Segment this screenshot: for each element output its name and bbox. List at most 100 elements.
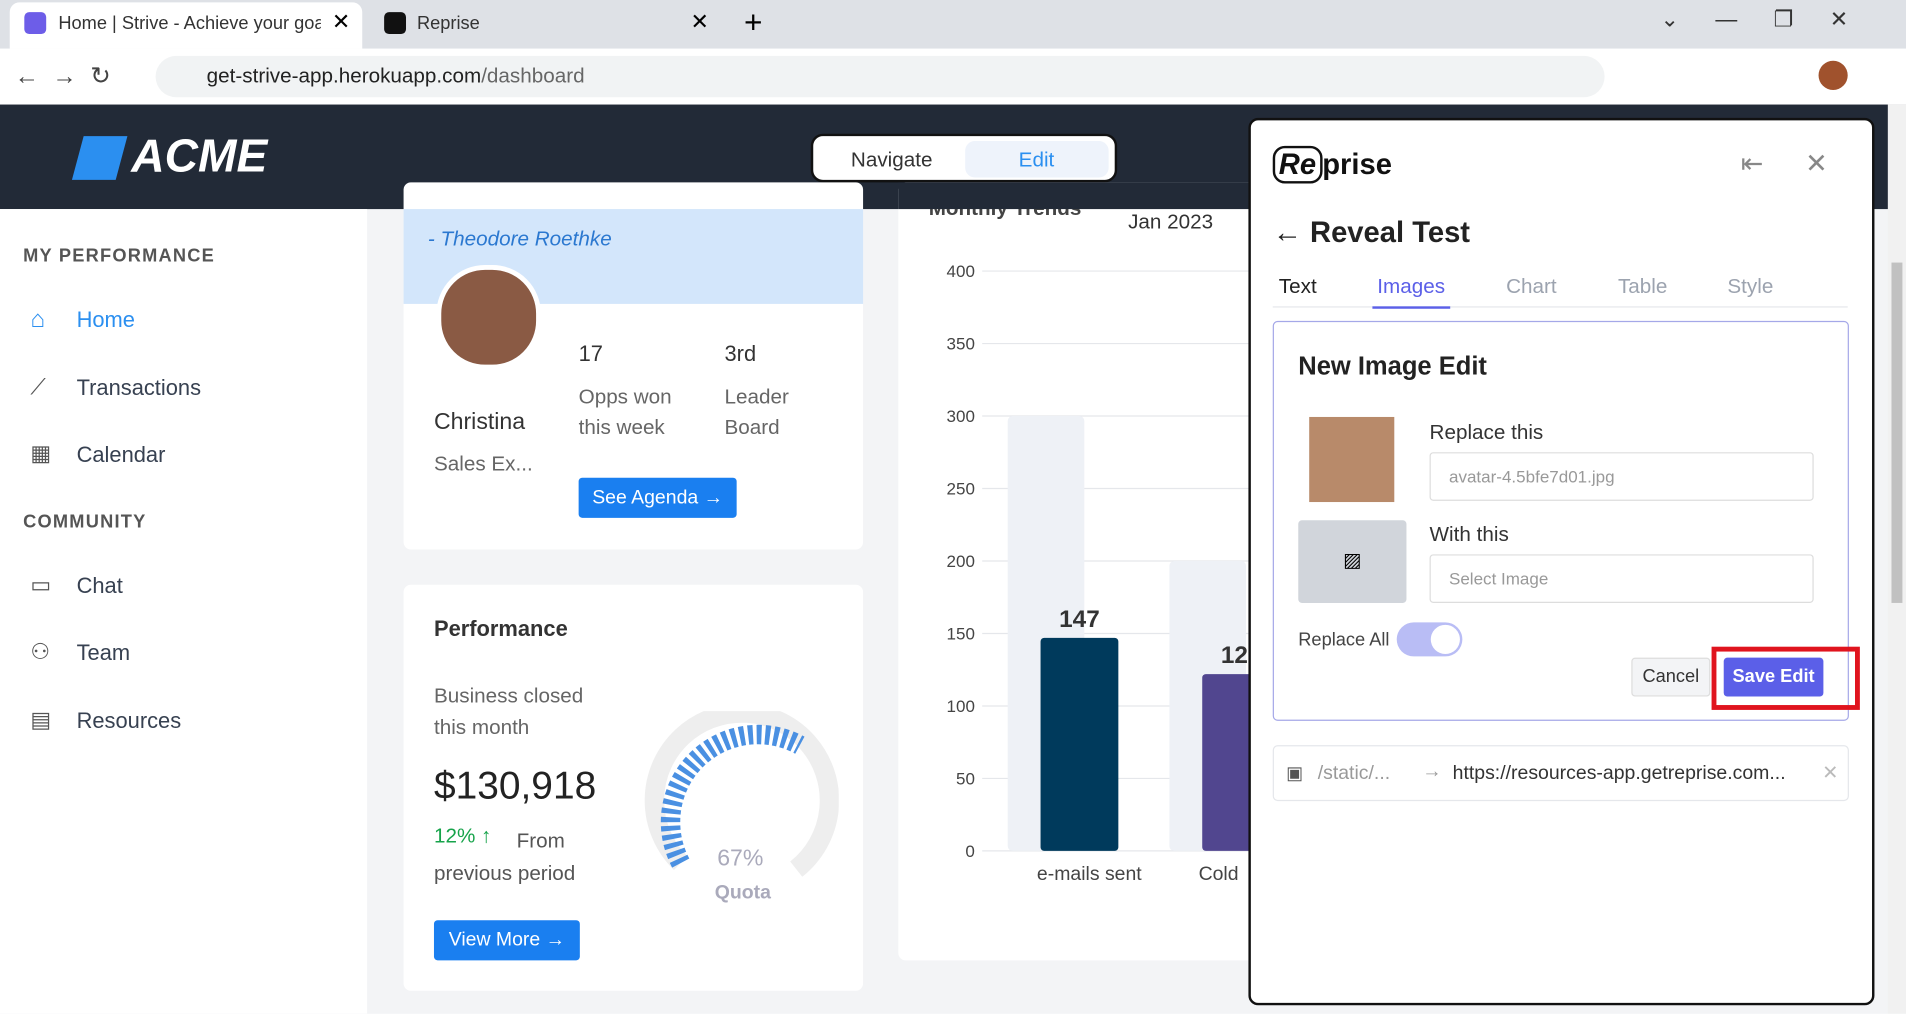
nav-item[interactable]: Resources (76, 708, 182, 734)
y-tick-label: 0 (965, 842, 974, 861)
edit-to: https://resources-app.getreprise.com... (1452, 763, 1786, 785)
nav-item[interactable]: Chat (76, 573, 123, 599)
logo-left: Re (1272, 145, 1323, 184)
tab-close[interactable]: ✕ (690, 9, 709, 35)
collapse-button[interactable]: ⇤ (1740, 148, 1764, 179)
url-path: /dashboard (481, 64, 585, 88)
mode-navigate[interactable]: Navigate (850, 148, 933, 172)
y-tick-label: 350 (947, 335, 975, 354)
cancel-button[interactable]: Cancel (1631, 657, 1711, 697)
select-image[interactable]: Select Image (1429, 554, 1814, 603)
quote-author: - Theodore Roethke (427, 227, 612, 251)
nav-icon: ⟋ (30, 374, 46, 399)
x-tick-label: e-mails sent (1037, 863, 1142, 885)
y-tick-label: 150 (947, 625, 975, 644)
data-label: 147 (1059, 606, 1100, 633)
stat-value: 17 (578, 341, 603, 366)
url-host: get-strive-app.herokuapp.com (206, 64, 482, 88)
logo-right: prise (1322, 148, 1392, 182)
image-placeholder[interactable]: ▨ (1298, 520, 1407, 603)
view-more-button[interactable]: View More → (433, 920, 580, 961)
section-title: MY PERFORMANCE (23, 245, 216, 267)
field-label: With this (1429, 522, 1509, 546)
edit-card (1272, 320, 1849, 721)
mode-edit-bg[interactable] (965, 141, 1109, 178)
card-title: Performance (433, 616, 568, 641)
gauge-value: 67% (717, 846, 764, 872)
nav-icon: ▭ (30, 572, 52, 597)
file-input[interactable]: avatar-4.5bfe7d01.jpg (1429, 452, 1814, 501)
bar (1040, 637, 1119, 851)
nav-icon: ⌂ (30, 306, 46, 334)
new-tab[interactable]: + (743, 3, 763, 41)
button-label: See Agenda (592, 486, 699, 508)
title-text: Reveal Test (1310, 216, 1471, 250)
sidebar (0, 209, 368, 1014)
panel-tab[interactable]: Text (1278, 274, 1317, 298)
omnibox[interactable] (155, 55, 1605, 98)
panel-tab[interactable]: Images (1372, 275, 1450, 309)
edit-from: /static/... (1317, 763, 1391, 785)
tab-title[interactable]: Home | Strive - Achieve your goa (58, 13, 321, 35)
save-button[interactable]: Save Edit (1723, 657, 1824, 697)
amount: $130,918 (433, 763, 597, 808)
highlight-box (1711, 646, 1860, 710)
reprise-logo: Re prise (1272, 145, 1392, 184)
section-title: COMMUNITY (23, 511, 147, 533)
profile-name: Christina (433, 409, 526, 436)
nav-icon: ⚇ (30, 639, 51, 664)
close-button[interactable]: ✕ (1805, 148, 1828, 179)
y-tick-label: 50 (956, 770, 975, 789)
change: 12% ↑ (433, 824, 492, 848)
window-controls[interactable]: ⌄ — ❐ ✕ (1660, 7, 1849, 32)
y-tick-label: 300 (947, 407, 975, 426)
favicon (384, 12, 407, 35)
arrow: → (1422, 760, 1442, 782)
panel-title: ← Reveal Test (1272, 216, 1471, 250)
current-image (1309, 416, 1395, 503)
change-value: 12% (433, 824, 476, 848)
see-agenda-button[interactable]: See Agenda → (578, 477, 737, 518)
url[interactable]: get-strive-app.herokuapp.com/dashboard (207, 64, 585, 88)
scrollbar[interactable] (1887, 104, 1906, 1014)
tab-title[interactable]: Reprise (416, 13, 480, 35)
button-label: View More (448, 929, 541, 950)
nav-item[interactable]: Team (76, 640, 131, 665)
gauge-fill (660, 724, 805, 868)
mode-edit[interactable]: Edit (1018, 148, 1055, 172)
card-title: New Image Edit (1298, 352, 1487, 381)
panel-tab[interactable]: Chart (1506, 274, 1557, 298)
edit-list-item[interactable] (1272, 745, 1849, 802)
profile-role: Sales Ex... (433, 452, 533, 476)
profile-avatar[interactable] (1818, 60, 1848, 90)
panel-tab[interactable]: Style (1727, 274, 1774, 298)
nav-icon: ▤ (30, 707, 52, 732)
panel-tab[interactable]: Table (1617, 274, 1668, 298)
stat-label: Opps won this week (578, 385, 672, 439)
toggle-label: Replace All (1298, 629, 1390, 651)
x-tick-label: Cold (1199, 863, 1239, 885)
stat-label: Leader Board (724, 385, 789, 439)
nav-buttons[interactable]: ← → ↻ (14, 63, 111, 90)
chart-period: Jan 2023 (1128, 210, 1214, 234)
nav-item[interactable]: Home (76, 307, 135, 332)
gauge-track (644, 711, 839, 877)
y-tick-label: 400 (947, 262, 975, 281)
tab-active[interactable] (9, 2, 363, 49)
change-text: From previous period (433, 829, 576, 885)
tab-divider (1272, 306, 1848, 308)
field-label: Replace this (1429, 420, 1544, 444)
remove-button[interactable]: ✕ (1822, 763, 1839, 785)
y-tick-label: 100 (947, 697, 975, 716)
replace-all-toggle[interactable] (1396, 622, 1463, 657)
nav-icon: ▦ (30, 441, 52, 466)
nav-item[interactable]: Transactions (76, 375, 202, 400)
tab-close[interactable]: ✕ (331, 9, 351, 35)
nav-item[interactable]: Calendar (76, 442, 166, 467)
profile-photo (436, 265, 541, 370)
image-icon: ▣ (1286, 763, 1304, 785)
subtitle: Business closed this month (433, 684, 584, 740)
y-tick-label: 200 (947, 552, 975, 571)
logo[interactable]: ACME (131, 131, 268, 183)
